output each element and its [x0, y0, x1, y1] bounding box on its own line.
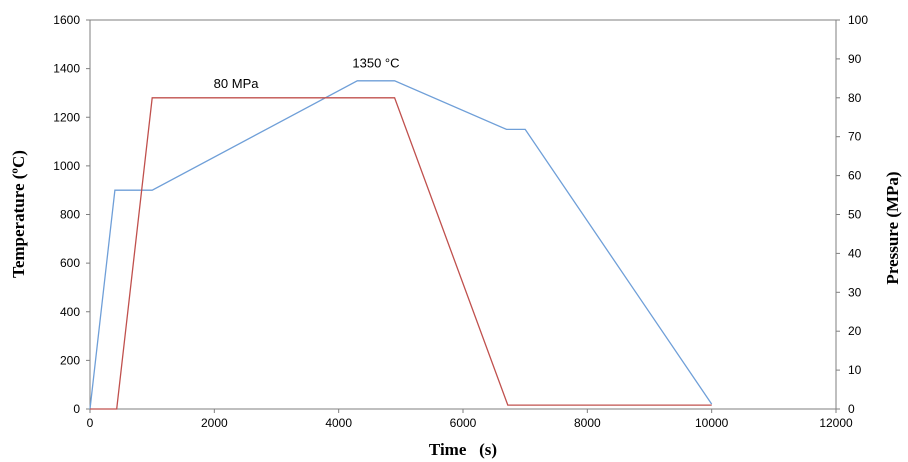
- y2-tick-label: 30: [848, 285, 862, 299]
- annotation-1350c: 1350 °C: [352, 55, 399, 70]
- x-tick-label: 10000: [695, 416, 729, 430]
- annotation-80mpa: 80 MPa: [214, 76, 260, 91]
- y-tick-label: 1000: [53, 159, 80, 173]
- y2-tick-label: 0: [848, 402, 855, 416]
- y-axis-left-ticks: 0 200 400 600 800 1000 1200 1400 1600: [53, 13, 90, 416]
- y2-tick-label: 60: [848, 169, 862, 183]
- y-axis-right-label: Pressure (MPa): [883, 171, 902, 284]
- x-tick-label: 8000: [574, 416, 601, 430]
- x-tick-label: 0: [87, 416, 94, 430]
- y-tick-label: 1200: [53, 110, 80, 124]
- y-tick-label: 600: [60, 256, 80, 270]
- y2-tick-label: 90: [848, 52, 862, 66]
- x-tick-label: 12000: [819, 416, 853, 430]
- x-tick-label: 4000: [325, 416, 352, 430]
- temperature-line: [89, 80, 713, 410]
- x-tick-label: 2000: [201, 416, 228, 430]
- y2-tick-label: 70: [848, 130, 862, 144]
- pressure-line: [90, 97, 712, 410]
- y-tick-label: 1400: [53, 62, 80, 76]
- y-tick-label: 0: [73, 402, 80, 416]
- y-tick-label: 1600: [53, 13, 80, 27]
- y-axis-left-label: Temperature (ºC): [9, 150, 28, 278]
- y-axis-right-ticks: 0 10 20 30 40 50 60 70 80 90 100: [836, 13, 868, 416]
- y-tick-label: 400: [60, 305, 80, 319]
- y2-tick-label: 10: [848, 363, 862, 377]
- y2-tick-label: 100: [848, 13, 868, 27]
- y-tick-label: 800: [60, 208, 80, 222]
- plot-frame: [89, 19, 837, 410]
- y2-tick-label: 50: [848, 208, 862, 222]
- series-layer: [89, 80, 713, 410]
- x-tick-label: 6000: [450, 416, 477, 430]
- y2-tick-label: 20: [848, 324, 862, 338]
- y2-tick-label: 80: [848, 91, 862, 105]
- y2-tick-label: 40: [848, 246, 862, 260]
- x-axis-label: Time (s): [429, 440, 497, 459]
- y-tick-label: 200: [60, 353, 80, 367]
- x-axis-ticks: 0 2000 4000 6000 8000 10000 12000: [87, 409, 853, 430]
